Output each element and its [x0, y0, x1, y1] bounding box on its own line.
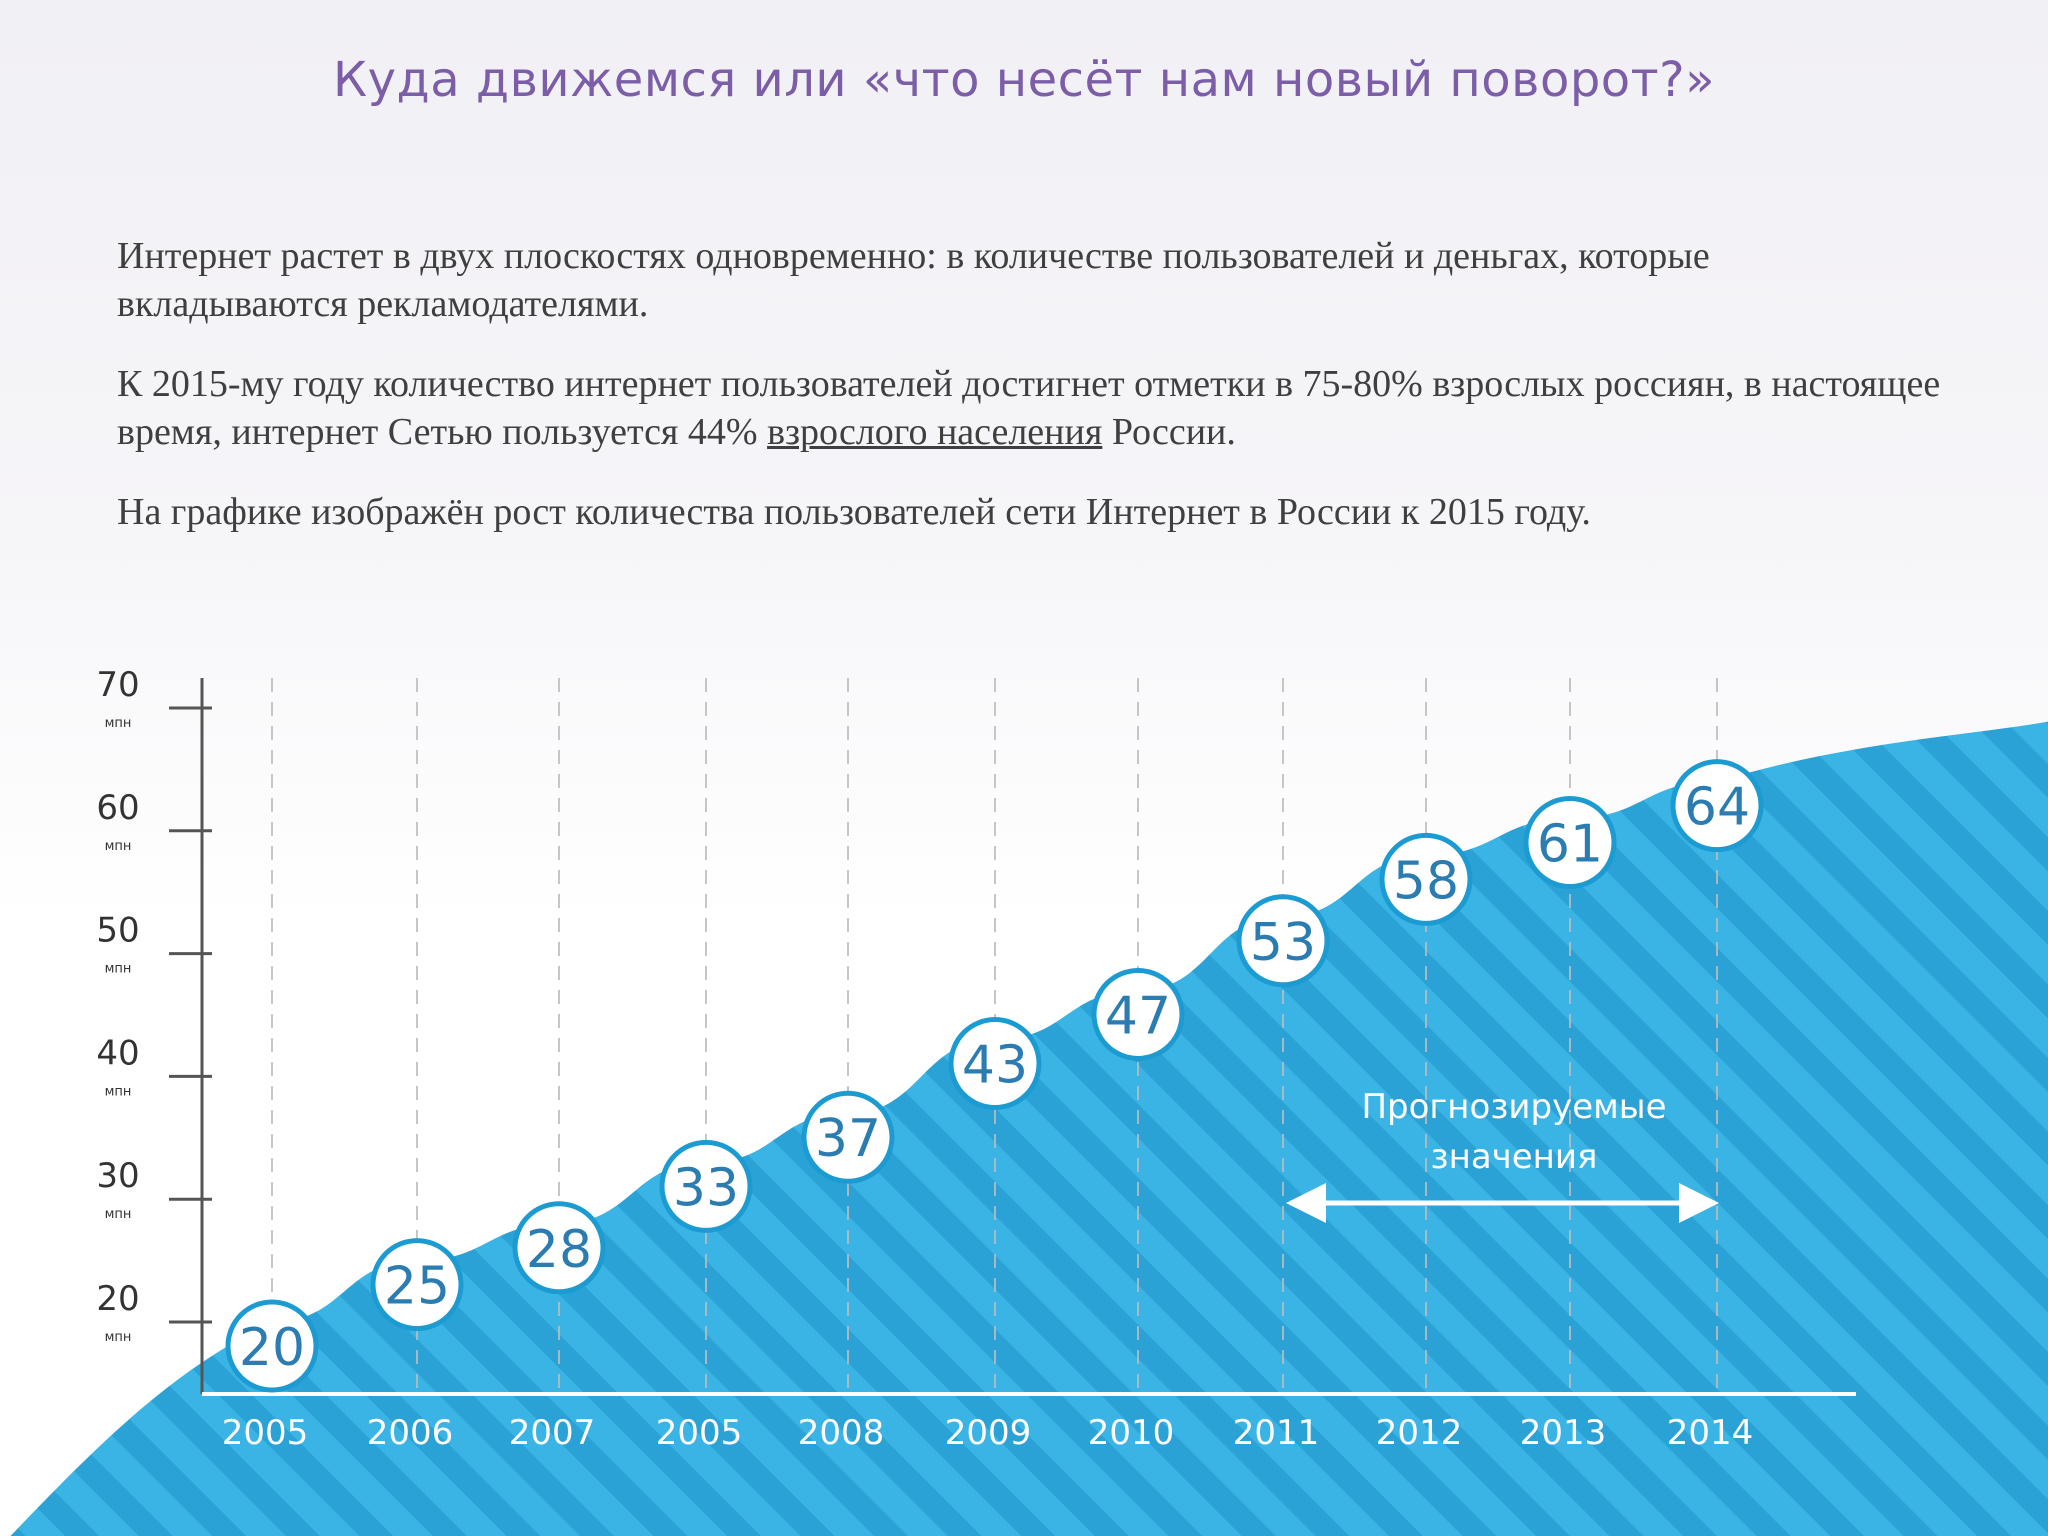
paragraph-2-end: России. — [1102, 411, 1236, 453]
y-tick-label-50: 50 — [96, 911, 139, 951]
data-point-circle-9 — [1523, 796, 1617, 890]
paragraph-2: К 2015-му году количество интернет польз… — [117, 360, 1947, 456]
x-tick-label-3: 2005 — [656, 1413, 743, 1453]
adult-population-link[interactable]: взрослого населения — [767, 411, 1103, 453]
data-point-circle-10 — [1670, 759, 1764, 853]
data-point-circle-6 — [1091, 967, 1185, 1061]
users-area — [0, 721, 2048, 1536]
data-point-circle-0 — [225, 1299, 319, 1393]
x-tick-label-0: 2005 — [222, 1413, 309, 1453]
x-tick-label-5: 2009 — [945, 1413, 1032, 1453]
paragraph-3: На графике изображён рост количества пол… — [117, 491, 1591, 533]
data-point-circle-5 — [948, 1017, 1042, 1111]
data-point-label-2: 28 — [526, 1220, 592, 1280]
x-tick-label-8: 2012 — [1376, 1413, 1463, 1453]
x-tick-label-6: 2010 — [1088, 1413, 1175, 1453]
y-tick-unit-70: мпн — [105, 716, 132, 731]
data-point-circle-4 — [801, 1090, 895, 1184]
x-axis-labels: 2005 2006 2007 2005 2008 2009 2010 2011 2012 2013… — [222, 1413, 1754, 1453]
data-point-label-0: 20 — [239, 1318, 305, 1378]
data-point-circle-7 — [1236, 894, 1330, 988]
paragraph-1: Интернет растет в двух плоскостях одновр… — [117, 235, 1710, 325]
y-tick-label-40: 40 — [96, 1033, 139, 1073]
forecast-annotation: Прогнозируемые значения — [1286, 1087, 1719, 1223]
paragraph-2-text: К 2015-му году количество интернет польз… — [117, 363, 1941, 453]
data-point-label-1: 25 — [384, 1257, 450, 1317]
x-tick-label-10: 2014 — [1667, 1413, 1754, 1453]
x-tick-label-7: 2011 — [1233, 1413, 1320, 1453]
forecast-label-line1: Прогнозируемые — [1361, 1087, 1666, 1127]
y-tick-label-60: 60 — [96, 788, 139, 828]
x-tick-label-2: 2007 — [509, 1413, 596, 1453]
body-text: Интернет растет в двух плоскостях одновр… — [117, 232, 1947, 568]
y-tick-label-30: 30 — [96, 1156, 139, 1196]
data-point-label-4: 37 — [815, 1109, 881, 1169]
data-points: 20 25 28 33 37 43 47 53 58 61 64 — [225, 759, 1764, 1393]
y-tick-unit-20: мпн — [105, 1330, 132, 1345]
data-point-label-9: 61 — [1537, 815, 1603, 875]
y-tick-label-70: 70 — [96, 665, 139, 705]
data-point-circle-2 — [512, 1201, 606, 1295]
x-tick-label-1: 2006 — [367, 1413, 454, 1453]
data-point-label-10: 64 — [1684, 778, 1750, 838]
slide-title: Куда движемся или «что несёт нам новый п… — [333, 52, 1715, 108]
y-tick-unit-60: мпн — [105, 839, 132, 854]
y-axis: 20 мпн 30 мпн 40 мпн 50 мпн 60 мпн 70 мпн — [96, 665, 1856, 1396]
y-tick-label-20: 20 — [96, 1279, 139, 1319]
data-point-label-8: 58 — [1393, 851, 1459, 911]
data-point-label-5: 43 — [962, 1036, 1028, 1096]
y-tick-unit-40: мпн — [105, 1084, 132, 1099]
y-tick-unit-50: мпн — [105, 962, 132, 977]
forecast-label-line2: значения — [1431, 1137, 1598, 1177]
data-point-circle-8 — [1379, 832, 1473, 926]
data-point-label-6: 47 — [1105, 986, 1171, 1046]
data-point-circle-1 — [370, 1238, 464, 1332]
data-point-label-7: 53 — [1250, 913, 1316, 973]
data-point-circle-3 — [659, 1139, 753, 1233]
x-tick-label-4: 2008 — [798, 1413, 885, 1453]
y-tick-unit-30: мпн — [105, 1207, 132, 1222]
data-point-label-3: 33 — [673, 1158, 739, 1218]
x-tick-label-9: 2013 — [1520, 1413, 1607, 1453]
